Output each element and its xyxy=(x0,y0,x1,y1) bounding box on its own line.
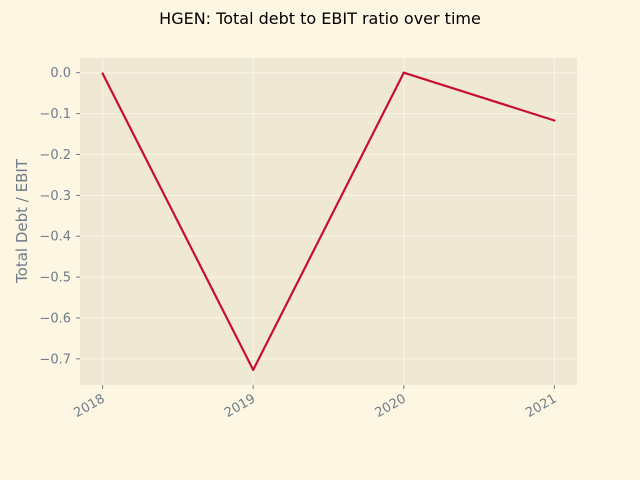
y-axis: 0.0 −0.1 −0.2 −0.3 −0.4 −0.5 −0.6 −0.7 xyxy=(39,66,80,367)
grid xyxy=(80,58,577,385)
y-tick-label: 0.0 xyxy=(50,66,71,81)
x-tick-label: 2021 xyxy=(523,391,559,421)
x-tick-label: 2018 xyxy=(71,391,107,421)
y-tick-label: −0.1 xyxy=(39,107,71,122)
data-point xyxy=(101,72,104,75)
data-point xyxy=(402,71,405,74)
y-tick-label: −0.7 xyxy=(39,352,71,367)
x-tick-label: 2020 xyxy=(373,391,409,421)
y-tick-label: −0.2 xyxy=(39,148,71,163)
series-line xyxy=(101,71,555,371)
data-point xyxy=(553,119,556,122)
y-axis-label: Total Debt / EBIT xyxy=(13,158,31,284)
y-tick-label: −0.3 xyxy=(39,189,71,204)
series-group xyxy=(101,71,556,371)
data-point xyxy=(252,368,255,371)
x-tick-label: 2019 xyxy=(222,391,258,421)
y-tick-label: −0.5 xyxy=(39,271,71,286)
y-tick-label: −0.6 xyxy=(39,311,71,326)
chart-title: HGEN: Total debt to EBIT ratio over time xyxy=(159,9,481,28)
x-axis: 2018 2019 2020 2021 xyxy=(71,385,559,421)
y-tick-label: −0.4 xyxy=(39,230,71,245)
